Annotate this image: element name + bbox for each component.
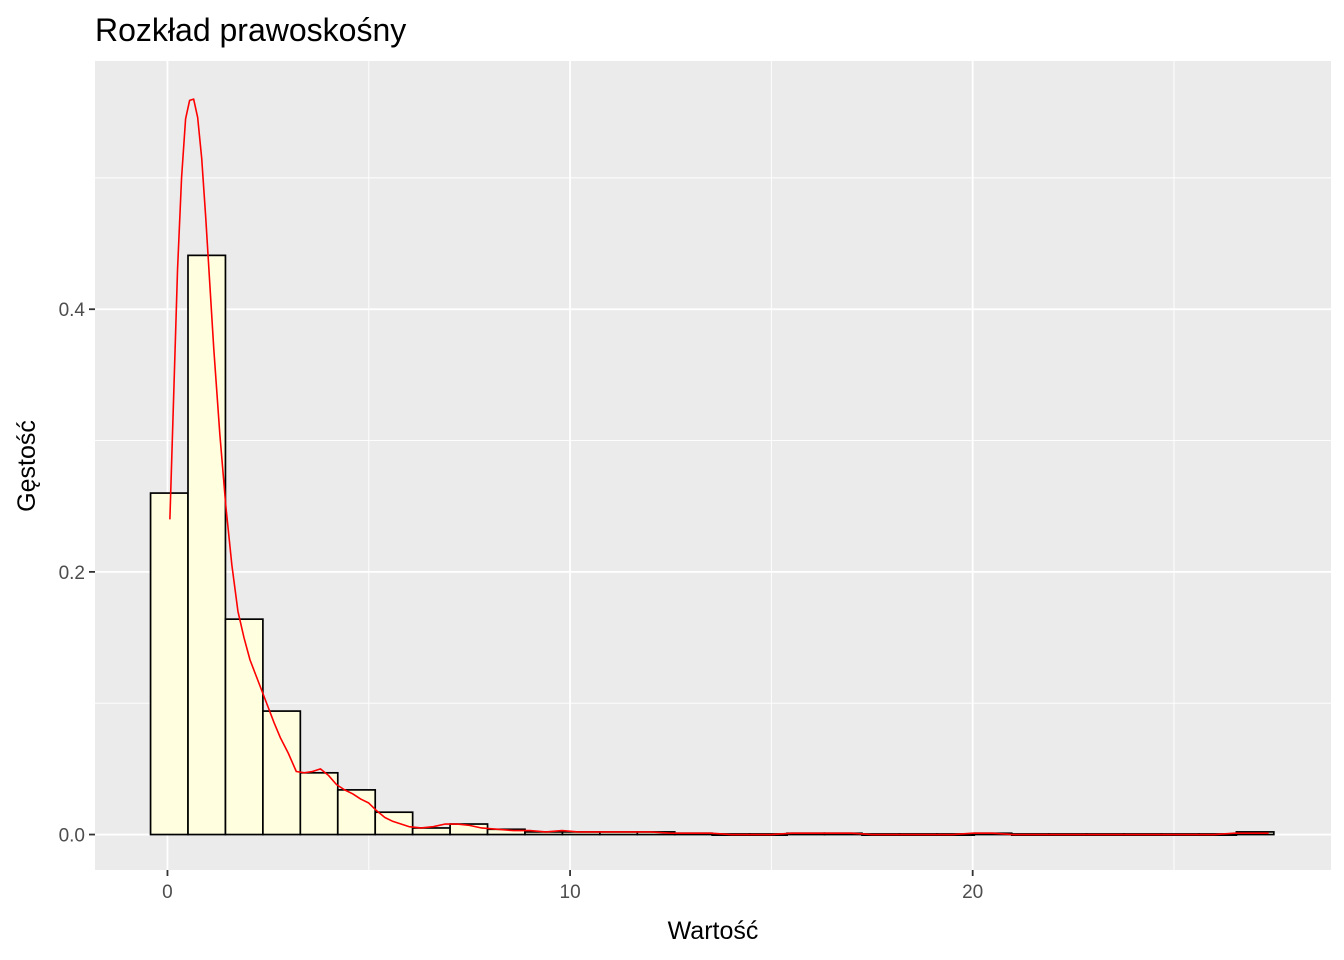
histogram-bar [299,771,339,836]
histogram-bar [336,789,377,836]
y-axis-title: Gęstość [13,420,41,512]
histogram-bars [149,254,1275,836]
minor-gridlines [95,61,1331,870]
x-tick-label: 20 [962,882,983,903]
x-axis-title: Wartość [668,917,759,945]
histogram-bar [187,254,227,836]
y-tick-label: 0.4 [59,300,86,321]
x-axis: 0 10 20 [162,870,983,903]
y-tick-label: 0.0 [59,826,85,847]
chart-title: Rozkład prawoskośny [95,12,406,48]
y-axis: 0.0 0.2 0.4 [59,300,95,847]
histogram-bar [149,492,189,836]
y-tick-label: 0.2 [59,563,85,584]
x-tick-label: 10 [560,882,581,903]
x-tick-label: 0 [162,882,173,903]
density-curve [169,98,1269,836]
histogram-bar [224,618,264,836]
histogram-bar [374,811,414,836]
histogram-bar [262,710,302,836]
histogram-bar [411,827,451,836]
